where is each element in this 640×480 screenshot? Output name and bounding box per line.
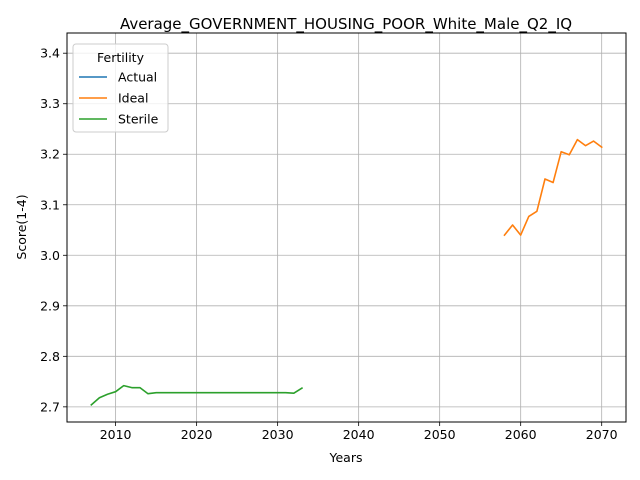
- grid-lines: [67, 33, 626, 422]
- series-lines: [90, 138, 603, 406]
- y-tick-label: 2.7: [40, 399, 60, 414]
- x-tick-label: 2010: [100, 427, 132, 442]
- y-tick-label: 2.9: [40, 298, 60, 313]
- legend-label-ideal: Ideal: [118, 91, 148, 106]
- x-tick-label: 2040: [343, 427, 375, 442]
- y-tick-label: 3.3: [40, 96, 60, 111]
- y-tick-label: 2.8: [40, 349, 60, 364]
- x-axis-label: Years: [329, 450, 363, 465]
- x-tick-label: 2020: [181, 427, 213, 442]
- series-line-ideal: [503, 138, 603, 237]
- plot-area-frame: [66, 32, 627, 423]
- legend-label-actual: Actual: [118, 70, 157, 85]
- legend-title: Fertility: [97, 50, 145, 65]
- legend: Fertility Actual Ideal Sterile: [72, 43, 169, 133]
- series-line-sterile: [90, 384, 304, 406]
- y-tick-label: 3.0: [40, 248, 60, 263]
- y-tick-label: 3.4: [40, 46, 60, 61]
- legend-items: Actual Ideal Sterile: [79, 70, 159, 127]
- legend-box: [72, 43, 169, 133]
- axis-ticks: 2010 2020 2030 2040 2050 2060 2070 2.7 2.8 2.9 3.0…: [40, 46, 618, 442]
- y-tick-label: 3.1: [40, 197, 60, 212]
- x-tick-label: 2050: [424, 427, 456, 442]
- x-tick-label: 2060: [505, 427, 537, 442]
- chart-title: Average_GOVERNMENT_HOUSING_POOR_White_Ma…: [120, 15, 572, 34]
- y-tick-label: 3.2: [40, 147, 60, 162]
- x-tick-label: 2030: [262, 427, 294, 442]
- y-axis-label: Score(1-4): [14, 194, 29, 259]
- legend-label-sterile: Sterile: [118, 112, 159, 127]
- x-tick-label: 2070: [586, 427, 618, 442]
